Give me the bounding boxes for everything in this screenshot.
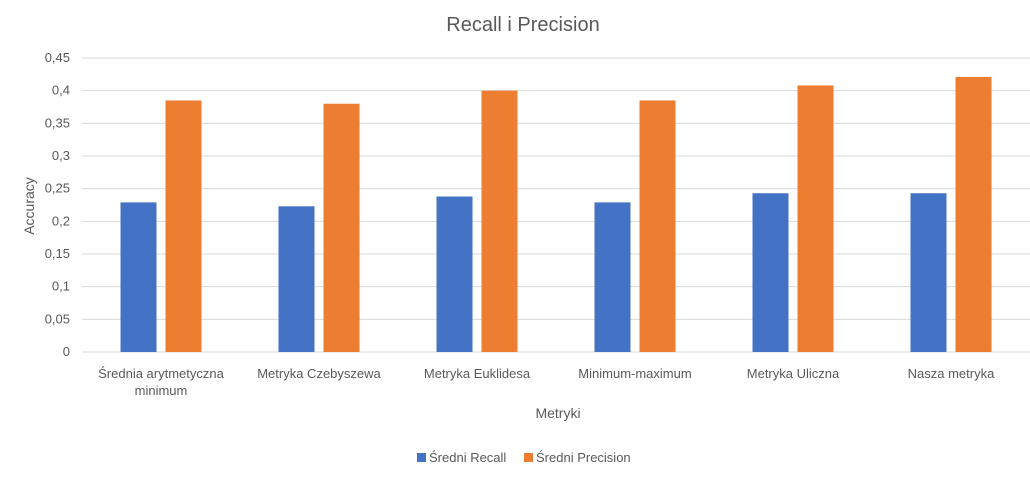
x-tick-label: Nasza metryka xyxy=(908,366,995,381)
gridlines xyxy=(82,57,1030,353)
y-tick-label: 0,3 xyxy=(52,148,70,163)
bar-recall xyxy=(436,196,473,352)
bar-recall xyxy=(120,202,157,352)
y-axis-ticks: 0 0,05 0,1 0,15 0,2 0,25 0,3 0,35 0,4 0,45 xyxy=(45,50,70,359)
x-tick-label-line: Minimum-maximum xyxy=(578,366,691,381)
legend-swatch xyxy=(524,453,533,462)
y-tick-label: 0,2 xyxy=(52,213,70,228)
bar-precision xyxy=(481,90,518,353)
x-tick-label-line: Średnia arytmetyczna xyxy=(98,366,224,381)
bars xyxy=(120,76,992,353)
legend: Średni Recall Średni Precision xyxy=(417,450,631,465)
bar-precision xyxy=(955,76,992,353)
x-axis-ticks: Średnia arytmetyczna minimum Metryka Czeby… xyxy=(98,366,995,398)
x-tick-label: Metryka Uliczna xyxy=(747,366,840,381)
bar-precision xyxy=(165,100,202,352)
y-tick-label: 0,15 xyxy=(45,246,70,261)
x-tick-label-line: minimum xyxy=(135,383,188,398)
bar-recall xyxy=(910,193,947,352)
y-tick-label: 0,4 xyxy=(52,83,70,98)
legend-label: Średni Precision xyxy=(536,450,631,465)
y-tick-label: 0,05 xyxy=(45,311,70,326)
x-tick-label-line: Metryka Czebyszewa xyxy=(257,366,381,381)
legend-label: Średni Recall xyxy=(429,450,506,465)
bar-recall xyxy=(278,206,315,352)
bar-precision xyxy=(797,85,834,352)
x-tick-label: Metryka Euklidesa xyxy=(424,366,531,381)
y-tick-label: 0,35 xyxy=(45,115,70,130)
bar-recall xyxy=(594,202,631,352)
x-tick-label-line: Metryka Euklidesa xyxy=(424,366,531,381)
legend-swatch xyxy=(417,453,426,462)
x-tick-label: Średnia arytmetyczna minimum xyxy=(98,366,224,398)
bar-precision xyxy=(639,100,676,352)
y-axis-label: Accuracy xyxy=(21,177,37,235)
y-tick-label: 0,45 xyxy=(45,50,70,65)
y-tick-label: 0,1 xyxy=(52,279,70,294)
bar-recall xyxy=(752,193,789,352)
x-tick-label-line: Metryka Uliczna xyxy=(747,366,840,381)
x-tick-label-line: Nasza metryka xyxy=(908,366,995,381)
chart-title: Recall i Precision xyxy=(446,14,599,36)
y-tick-label: 0,25 xyxy=(45,181,70,196)
x-tick-label: Minimum-maximum xyxy=(578,366,691,381)
x-axis-label: Metryki xyxy=(535,405,580,421)
bar-precision xyxy=(323,103,360,352)
x-tick-label: Metryka Czebyszewa xyxy=(257,366,381,381)
y-tick-label: 0 xyxy=(63,344,70,359)
